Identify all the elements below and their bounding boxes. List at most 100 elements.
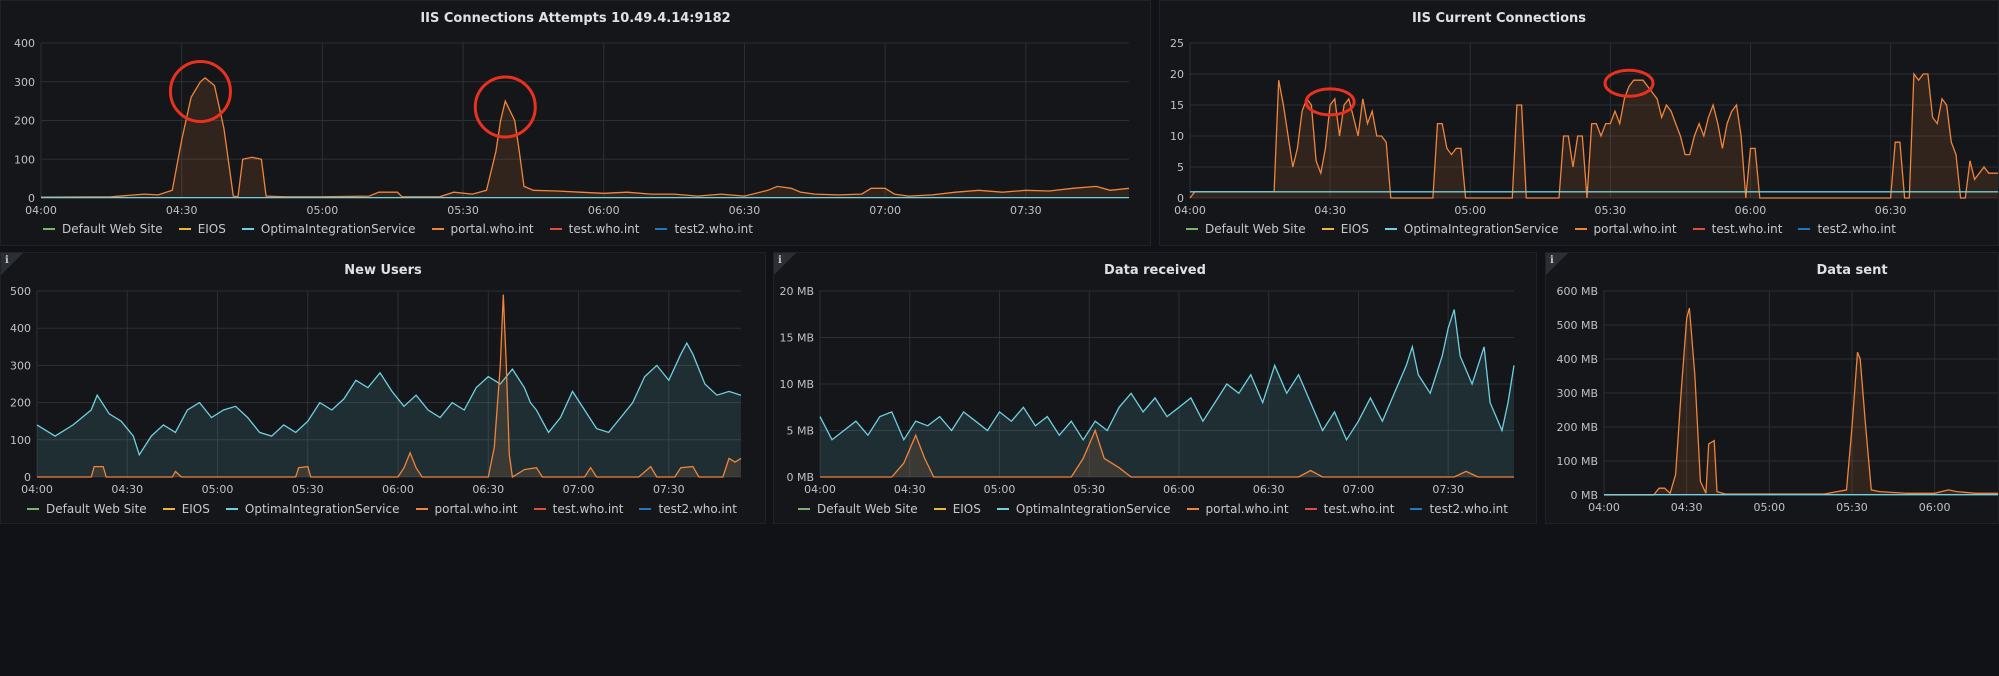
- y-tick-label: 20: [1170, 68, 1184, 81]
- legend-label: EIOS: [1340, 222, 1369, 236]
- legend-item[interactable]: OptimaIntegrationService: [241, 222, 416, 236]
- legend-label: Default Web Site: [1205, 222, 1306, 236]
- legend-label: OptimaIntegrationService: [260, 222, 416, 236]
- x-tick-label: 05:30: [1836, 501, 1868, 514]
- series-line: [819, 309, 1515, 442]
- legend-item[interactable]: portal.who.int: [415, 502, 518, 516]
- legend-item[interactable]: EIOS: [933, 502, 981, 516]
- legend-label: EIOS: [197, 222, 226, 236]
- y-tick-label: 0 MB: [786, 471, 814, 484]
- legend-item[interactable]: Default Web Site: [1186, 222, 1306, 236]
- y-tick-label: 400: [10, 322, 31, 335]
- x-tick-label: 05:30: [1073, 483, 1105, 496]
- series-line: [36, 341, 742, 457]
- legend-label: test2.who.int: [674, 222, 753, 236]
- legend-item[interactable]: test2.who.int: [655, 222, 753, 236]
- legend-item[interactable]: EIOS: [1321, 222, 1369, 236]
- legend-swatch: [798, 508, 810, 510]
- legend-label: test.who.int: [552, 502, 624, 516]
- legend-label: EIOS: [952, 502, 981, 516]
- x-tick-label: 07:00: [869, 204, 901, 217]
- y-tick-label: 25: [1170, 37, 1184, 50]
- legend-item[interactable]: test.who.int: [1692, 222, 1782, 236]
- legend-label: Default Web Site: [817, 502, 918, 516]
- y-tick-label: 20 MB: [779, 285, 814, 298]
- info-icon[interactable]: i: [1550, 255, 1554, 266]
- legend-item[interactable]: portal.who.int: [1574, 222, 1677, 236]
- x-tick-label: 06:00: [588, 204, 620, 217]
- legend-item[interactable]: EIOS: [162, 502, 210, 516]
- x-tick-label: 06:00: [1919, 501, 1951, 514]
- legend-swatch: [1321, 228, 1334, 230]
- legend-label: portal.who.int: [1593, 222, 1677, 236]
- panel-new-users[interactable]: i New Users 0 100 200 300 400 500 04:00 04:30 05…: [0, 252, 766, 524]
- legend-item[interactable]: EIOS: [178, 222, 226, 236]
- panel-title[interactable]: Data sent: [1816, 263, 1888, 278]
- legend-item[interactable]: test2.who.int: [639, 502, 737, 516]
- x-tick-label: 06:00: [1735, 204, 1767, 217]
- y-tick-label: 500: [10, 285, 31, 298]
- x-tick-label: 05:00: [1753, 501, 1785, 514]
- legend-item[interactable]: OptimaIntegrationService: [1384, 222, 1559, 236]
- legend: Default Web Site EIOS OptimaIntegrationSer…: [43, 222, 753, 236]
- legend-item[interactable]: OptimaIntegrationService: [996, 502, 1171, 516]
- x-tick-label: 07:30: [1010, 204, 1042, 217]
- x-tick-label: 04:00: [1588, 501, 1620, 514]
- chart-current-connections: 0 5 10 15 20 25 04:00 04:30 05:00 05:30 06:00 06:30: [1170, 37, 1998, 217]
- legend-swatch: [996, 508, 1009, 510]
- legend-swatch: [178, 228, 191, 230]
- info-corner[interactable]: [1, 253, 23, 275]
- info-corner[interactable]: [1546, 253, 1568, 275]
- series-line: [1189, 72, 1998, 199]
- series-line: [1604, 307, 1998, 496]
- legend-swatch: [415, 508, 428, 510]
- panel-iis-current-connections[interactable]: IIS Current Connections 0 5 10 15 20 25 04:00 0…: [1159, 0, 1999, 246]
- legend-label: OptimaIntegrationService: [1015, 502, 1171, 516]
- y-tick-label: 100 MB: [1556, 455, 1598, 468]
- legend-item[interactable]: test.who.int: [1304, 502, 1394, 516]
- legend: Default Web Site EIOS OptimaIntegrationSer…: [27, 502, 737, 516]
- legend-item[interactable]: test2.who.int: [1410, 502, 1508, 516]
- series-line: [37, 294, 742, 479]
- info-icon[interactable]: i: [5, 255, 9, 266]
- legend-label: test.who.int: [568, 222, 640, 236]
- y-tick-label: 100: [10, 434, 31, 447]
- panel-title[interactable]: IIS Current Connections: [1411, 11, 1587, 26]
- legend-swatch: [241, 228, 254, 230]
- legend-swatch: [1410, 508, 1423, 510]
- x-tick-label: 05:00: [984, 483, 1016, 496]
- y-tick-label: 400: [14, 37, 35, 50]
- legend-swatch: [1186, 508, 1199, 510]
- info-corner[interactable]: [774, 253, 796, 275]
- y-tick-label: 5 MB: [786, 425, 814, 438]
- panel-iis-connection-attempts[interactable]: IIS Connections Attempts 10.49.4.14:9182…: [0, 0, 1151, 246]
- panel-title[interactable]: Data received: [1104, 263, 1206, 278]
- legend-label: portal.who.int: [434, 502, 518, 516]
- x-tick-label: 06:30: [729, 204, 761, 217]
- legend-label: test2.who.int: [1429, 502, 1508, 516]
- y-tick-label: 15: [1170, 99, 1184, 112]
- x-tick-label: 04:30: [894, 483, 926, 496]
- legend-item[interactable]: test.who.int: [549, 222, 640, 236]
- x-tick-label: 05:30: [292, 483, 324, 496]
- highlight-circle: [168, 59, 232, 123]
- legend-item[interactable]: Default Web Site: [27, 502, 147, 516]
- info-icon[interactable]: i: [778, 255, 782, 266]
- x-tick-label: 07:00: [563, 483, 595, 496]
- legend-swatch: [933, 508, 946, 510]
- x-tick-label: 04:30: [1671, 501, 1703, 514]
- legend-item[interactable]: portal.who.int: [431, 222, 534, 236]
- legend-item[interactable]: test.who.int: [533, 502, 624, 516]
- legend-item[interactable]: OptimaIntegrationService: [225, 502, 400, 516]
- legend-swatch: [27, 508, 39, 510]
- legend-item[interactable]: Default Web Site: [798, 502, 918, 516]
- legend-item[interactable]: test2.who.int: [1798, 222, 1896, 236]
- legend-item[interactable]: portal.who.int: [1186, 502, 1289, 516]
- legend-item[interactable]: Default Web Site: [43, 222, 163, 236]
- panel-title[interactable]: IIS Connections Attempts 10.49.4.14:9182: [420, 11, 731, 26]
- panel-title[interactable]: New Users: [344, 263, 422, 278]
- panel-data-received[interactable]: i Data received 0 MB 5 MB 10 MB 15 MB 20 MB 0…: [773, 252, 1537, 524]
- legend: Default Web Site EIOS OptimaIntegrationSer…: [798, 502, 1508, 516]
- panel-data-sent[interactable]: i Data sent 0 MB 100 MB 200 MB 300 MB 400 MB…: [1545, 252, 1999, 524]
- y-tick-label: 100: [14, 153, 35, 166]
